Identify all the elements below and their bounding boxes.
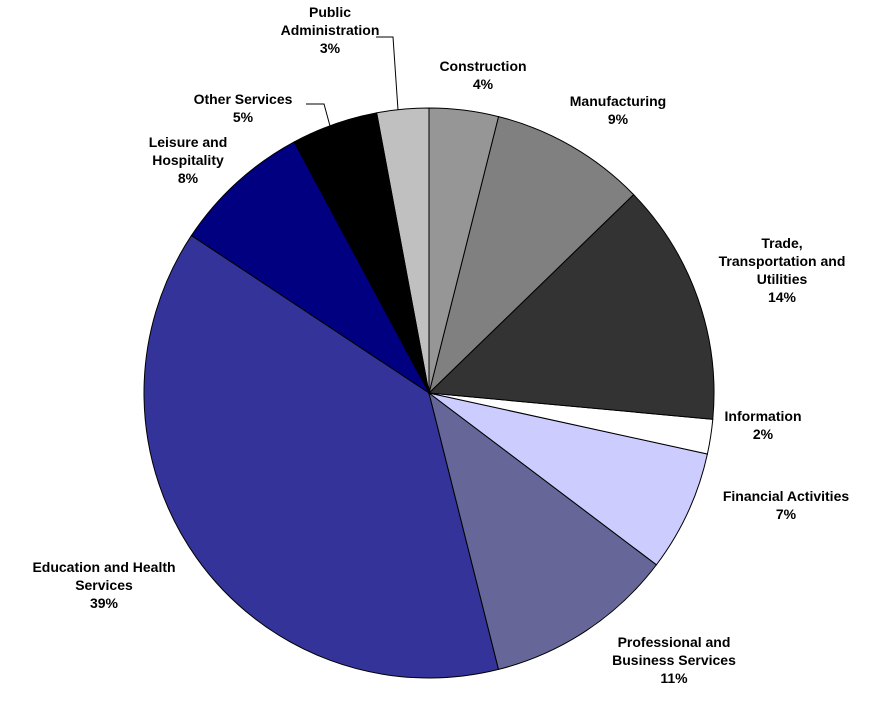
- pie-slice: [428, 392, 708, 566]
- slice-label: Leisure and Hospitality 8%: [138, 133, 238, 187]
- value-label: 39%: [89, 595, 119, 611]
- slice-label: Information 2%: [703, 407, 823, 443]
- pie-slice: [190, 141, 430, 394]
- category-label: Information: [724, 408, 802, 424]
- category-label: Public Administration: [280, 4, 380, 38]
- leader-line: [306, 103, 331, 127]
- category-label: Financial Activities: [722, 488, 850, 504]
- pie-slice: [427, 193, 715, 420]
- pie-slice: [428, 116, 635, 395]
- slice-label: Trade, Transportation and Utilities 14%: [712, 234, 852, 306]
- slice-label: Public Administration 3%: [278, 3, 383, 57]
- pie-slice: [143, 234, 500, 679]
- category-label: Other Services: [193, 91, 293, 107]
- value-label: 11%: [660, 670, 688, 686]
- value-label: 8%: [177, 170, 199, 186]
- value-label: 5%: [232, 109, 254, 125]
- category-label: Construction: [439, 58, 527, 74]
- category-label: Leisure and Hospitality: [148, 134, 228, 168]
- category-label: Trade, Transportation and Utilities: [718, 235, 846, 287]
- pie-slice: [428, 107, 500, 394]
- value-label: 2%: [752, 426, 774, 442]
- value-label: 14%: [767, 289, 797, 305]
- value-label: 3%: [319, 40, 341, 56]
- leader-line: [376, 36, 399, 111]
- slice-label: Education and Health Services 39%: [17, 558, 192, 612]
- value-label: 4%: [472, 76, 494, 92]
- slice-label: Financial Activities 7%: [701, 487, 871, 523]
- slice-label: Other Services 5%: [173, 90, 313, 126]
- value-label: 9%: [607, 111, 629, 127]
- value-label: 7%: [775, 506, 797, 522]
- pie-slice: [428, 391, 658, 670]
- slice-label: Construction 4%: [413, 57, 553, 93]
- category-label: Manufacturing: [569, 93, 667, 109]
- slice-label: Professional and Business Services 11%: [592, 633, 757, 687]
- category-label: Professional and Business Services: [612, 634, 736, 668]
- slice-label: Manufacturing 9%: [548, 92, 688, 128]
- category-label: Education and Health Services: [32, 559, 176, 593]
